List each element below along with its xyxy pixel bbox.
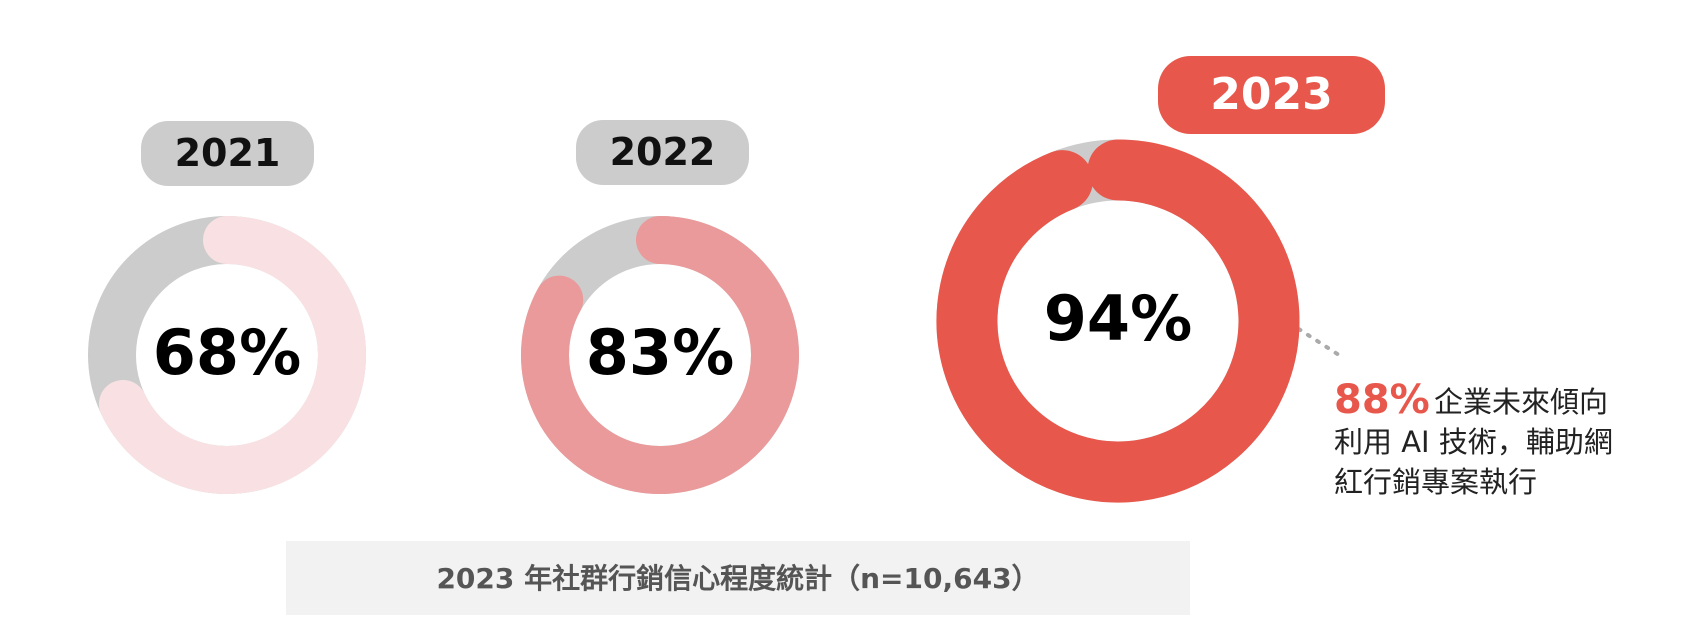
annotation-text: 紅行銷專案執行 (1334, 465, 1537, 499)
caption-box (286, 541, 1190, 615)
annotation-value: 88% (1334, 377, 1430, 423)
year-label: 2023 (1210, 69, 1332, 120)
year-pill (141, 121, 314, 186)
year-pill (576, 120, 749, 185)
year-label: 2021 (175, 131, 281, 175)
donut-arc (521, 216, 799, 494)
donut-value-label: 68% (153, 316, 301, 389)
annotation-text: 企業未來傾向 (1434, 385, 1608, 419)
donut-value-label: 83% (586, 316, 734, 389)
year-pill (1158, 56, 1385, 134)
year-label: 2022 (610, 130, 716, 174)
donut-arc (98, 216, 366, 494)
donut-value-label: 94% (1044, 282, 1192, 355)
donut-arc (936, 139, 1300, 503)
annotation-text: 利用 AI 技術，輔助網 (1334, 425, 1613, 459)
caption: 2023 年社群行銷信心程度統計（n=10,643） (436, 562, 1039, 595)
